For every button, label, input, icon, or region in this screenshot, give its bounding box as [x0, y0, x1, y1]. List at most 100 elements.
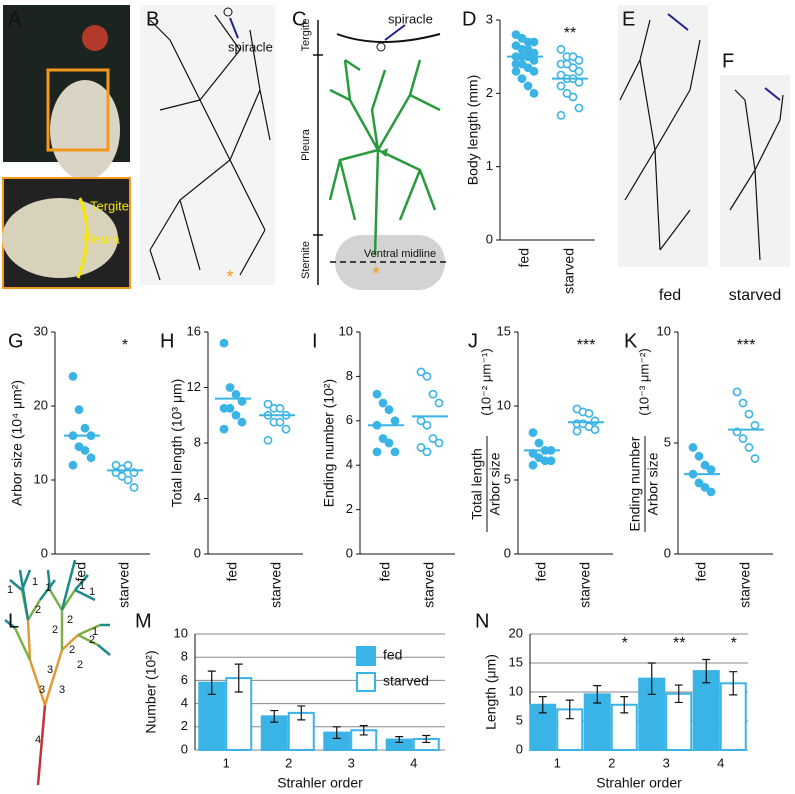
- y-axis-label: Total length (10³ μm): [169, 379, 185, 508]
- x-tick-label: 2: [608, 755, 615, 770]
- midline-star: *: [372, 263, 380, 285]
- x-tick-label: 1: [223, 755, 230, 770]
- x-tick-label: fed: [693, 562, 709, 581]
- data-point: [523, 81, 533, 91]
- data-point: [556, 44, 566, 54]
- x-tick-label: starved: [577, 562, 593, 608]
- panel-letter: A: [8, 8, 22, 30]
- data-point: [378, 434, 388, 443]
- y-tick-label: 0: [486, 231, 493, 246]
- y-axis-unit: (10⁻² μm⁻¹): [478, 348, 493, 415]
- data-point: [688, 443, 698, 452]
- data-point: [231, 410, 241, 420]
- data-point: [80, 423, 90, 433]
- error-bar: [234, 663, 243, 693]
- data-point: [738, 434, 748, 443]
- x-tick-label: starved: [116, 562, 132, 608]
- significance: **: [673, 635, 685, 652]
- data-point: [750, 420, 760, 430]
- order-label: 2: [69, 644, 75, 656]
- data-point: [378, 398, 388, 408]
- tergite-edge: [336, 33, 441, 43]
- y-tick-label: 8: [194, 434, 201, 449]
- significance: ***: [737, 337, 756, 354]
- data-point: [556, 81, 566, 91]
- x-axis-label: Strahler order: [277, 775, 363, 791]
- error-bar: [593, 685, 602, 704]
- arrow: [229, 17, 239, 39]
- data-point: [275, 403, 285, 413]
- abdomen: [50, 80, 120, 180]
- y-tick-label: 0: [41, 545, 48, 560]
- data-point: [225, 383, 235, 392]
- y-tick-label: 4: [346, 457, 353, 472]
- data-point: [129, 482, 139, 492]
- data-point: [422, 371, 432, 381]
- data-point: [237, 417, 247, 427]
- error-bar: [359, 725, 368, 736]
- data-point: [117, 471, 127, 481]
- spiracle-label: spiracle: [388, 11, 433, 26]
- y-tick-label: 0: [346, 545, 353, 560]
- data-point: [123, 475, 133, 485]
- data-point: [74, 405, 84, 415]
- error-bar: [647, 662, 656, 695]
- panel-letter: H: [160, 330, 174, 352]
- data-point: [219, 424, 229, 434]
- data-point: [590, 416, 600, 426]
- data-point: [416, 367, 426, 377]
- error-bar: [395, 736, 404, 744]
- order-label: 3: [39, 684, 45, 696]
- panel-letter: M: [135, 610, 152, 632]
- data-point: [434, 398, 444, 408]
- zoom-box: [46, 68, 110, 152]
- data-point: [517, 74, 527, 84]
- y-tick-label: 10: [339, 323, 353, 338]
- data-point: [574, 66, 584, 76]
- tergite-pleura-line: [76, 197, 89, 279]
- error-bar: [270, 709, 279, 723]
- midline-label: Ventral midline: [364, 248, 436, 260]
- order-label: 2: [77, 659, 83, 671]
- data-point: [529, 88, 539, 98]
- panel-letter: F: [722, 50, 734, 72]
- data-point: [694, 451, 704, 461]
- data-point: [422, 447, 432, 457]
- midline-star: *: [226, 267, 233, 287]
- neuron-arbor: [149, 14, 271, 281]
- data-point: [546, 456, 556, 466]
- y-axis-label: Arbor size (10⁴ μm²): [9, 380, 25, 506]
- data-point: [738, 398, 748, 408]
- y-tick-label: 12: [187, 379, 201, 394]
- y-tick-label: 30: [34, 323, 48, 338]
- y-axis-label: Total length: [469, 448, 485, 520]
- x-tick-label: fed: [533, 562, 549, 581]
- data-point: [694, 478, 704, 488]
- data-point: [275, 417, 285, 427]
- bar: [665, 692, 693, 751]
- y-tick-label: 2: [486, 85, 493, 100]
- legend-label: fed: [383, 647, 402, 663]
- data-point: [434, 438, 444, 448]
- data-point: [700, 460, 710, 470]
- neuron-arbor: [729, 89, 784, 261]
- x-tick-label: fed: [73, 562, 89, 581]
- order-label: 2: [35, 604, 41, 616]
- y-axis-label: Arbor size: [487, 452, 503, 515]
- panel-letter: L: [8, 610, 19, 632]
- data-point: [572, 426, 582, 436]
- y-axis-label: Ending number: [627, 436, 643, 531]
- data-point: [390, 447, 400, 457]
- neuron-image: [140, 5, 275, 285]
- data-point: [68, 371, 78, 381]
- data-point: [390, 416, 400, 426]
- data-point: [372, 447, 382, 457]
- panel-letter: C: [292, 8, 306, 30]
- data-point: [528, 460, 538, 470]
- data-point: [219, 338, 229, 348]
- data-point: [263, 435, 273, 445]
- x-tick-label: starved: [737, 562, 753, 608]
- order-label: 4: [35, 734, 41, 746]
- x-tick-label: 1: [554, 755, 561, 770]
